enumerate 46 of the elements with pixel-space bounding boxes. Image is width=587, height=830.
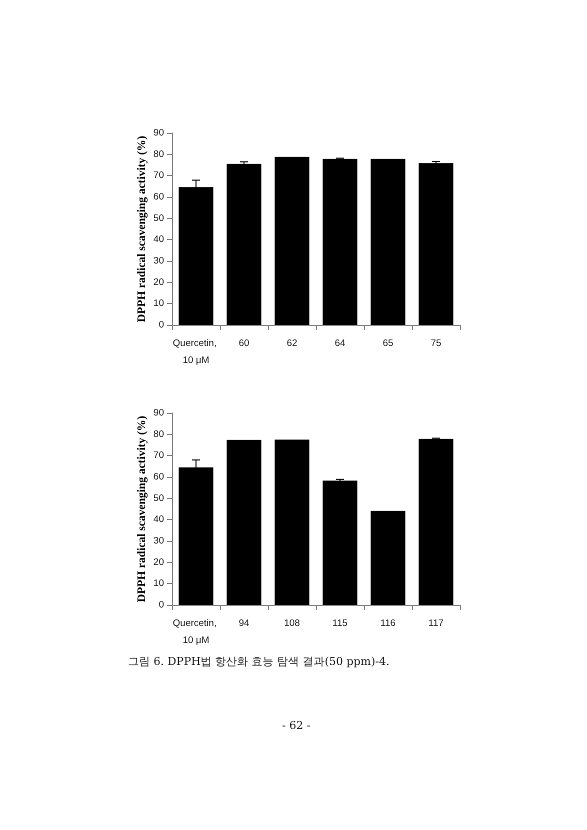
y-tick-label: 60 [153,472,164,482]
x-tick-label: 60 [238,338,250,349]
bar [322,158,358,325]
bar [226,164,262,325]
y-axis-title: DPPH radical scavenging activity (%) [136,416,148,602]
y-tick-label: 50 [153,212,164,224]
bar [370,158,406,325]
y-tick-label: 0 [158,600,164,610]
y-tick-label: 60 [153,192,164,202]
bar [274,440,310,605]
y-tick-label: 0 [158,320,164,330]
y-tick-label: 90 [153,128,164,138]
y-axis-title: DPPH radical scavenging activity (%) [136,136,148,322]
x-tick-label: 115 [332,618,348,629]
y-tick-label: 20 [153,276,164,288]
x-tick-label: 116 [380,618,396,629]
bar [322,480,358,605]
bar [418,438,454,605]
x-tick-label: Quercetin, 10 μM [172,618,220,646]
y-tick-label: 10 [153,298,164,310]
y-tick-label: 40 [153,514,164,526]
y-tick-label: 10 [153,578,164,590]
y-tick-label: 20 [153,556,164,568]
x-tick-label: 94 [238,618,250,629]
text: - 62 - [282,719,310,732]
x-tick-label: 117 [428,618,444,629]
y-tick-label: 30 [153,536,164,546]
y-tick-label: 30 [153,256,164,266]
x-tick-label: Quercetin, 10 μM [172,338,220,366]
bar [418,163,454,325]
y-tick-label: 90 [153,408,164,418]
bar [370,510,406,605]
y-tick-label: 40 [153,234,164,246]
y-tick-label: 80 [153,148,164,160]
x-tick-label: 64 [334,338,346,349]
x-tick-label: 65 [382,338,394,349]
y-tick-label: 70 [153,170,164,182]
y-tick-label: 80 [153,428,164,440]
x-tick-label: 75 [430,338,442,349]
caption: 그림 6. DPPH법 항산화 효능 탐색 결과(50 ppm)-4. [128,654,390,669]
y-tick-label: 70 [153,450,164,462]
x-tick-label: 108 [284,618,300,629]
bar [274,156,310,325]
x-tick-label: 62 [286,338,298,349]
bar [226,440,262,605]
y-tick-label: 50 [153,492,164,504]
